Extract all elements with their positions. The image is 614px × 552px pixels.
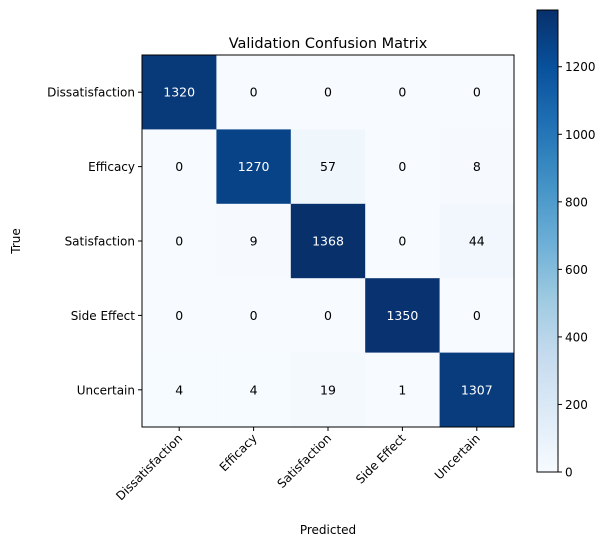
heatmap-cell [142, 278, 217, 354]
colorbar-tick-label: 800 [565, 195, 588, 209]
cell-value-label: 0 [398, 159, 406, 174]
cell-value-label: 1 [398, 382, 406, 397]
heatmap-cell [142, 352, 217, 428]
cell-value-label: 0 [250, 85, 258, 100]
colorbar [536, 9, 559, 473]
cell-value-label: 0 [324, 308, 332, 323]
colorbar-tick-label: 0 [565, 466, 573, 480]
cell-value-label: 8 [473, 159, 481, 174]
y-tick-label: Side Effect [71, 309, 136, 323]
cell-value-label: 0 [175, 308, 183, 323]
x-tick-label: Efficacy [217, 431, 260, 474]
cell-value-label: 4 [175, 382, 183, 397]
cell-value-label: 4 [250, 382, 258, 397]
x-tick-label: Side Effect [353, 431, 409, 487]
cell-value-label: 0 [175, 234, 183, 249]
heatmap-cell [365, 278, 441, 354]
y-axis-label: True [9, 228, 23, 255]
heatmap-cell [216, 129, 292, 205]
y-tick-label: Efficacy [88, 160, 135, 174]
heatmap-cell [290, 203, 366, 279]
cell-value-label: 57 [320, 159, 336, 174]
y-tick-label: Uncertain [77, 383, 135, 397]
cell-value-label: 0 [175, 159, 183, 174]
cell-value-label: 0 [473, 85, 481, 100]
heatmap-cell [216, 278, 292, 354]
heatmap-cell [290, 129, 366, 205]
heatmap-cell [142, 55, 217, 130]
cell-value-label: 1270 [238, 159, 270, 174]
cell-value-label: 9 [250, 234, 258, 249]
y-tick-label: Dissatisfaction [47, 86, 135, 100]
colorbar-tick-label: 200 [565, 398, 588, 412]
x-tick-label: Uncertain [432, 431, 483, 482]
cell-value-label: 1307 [461, 382, 493, 397]
cell-value-label: 1368 [312, 234, 344, 249]
cell-value-label: 0 [324, 85, 332, 100]
colorbar-ticks: 0 200 400 600 800 1000 1200 [558, 60, 596, 480]
x-axis-label: Predicted [300, 523, 356, 537]
cell-value-label: 44 [469, 234, 485, 249]
cell-value-label: 0 [250, 308, 258, 323]
cell-value-label: 0 [473, 308, 481, 323]
heatmap-cell [439, 129, 515, 205]
cell-value-label: 19 [320, 382, 336, 397]
heatmap-cell [439, 278, 515, 354]
heatmap-cell [365, 203, 441, 279]
x-tick-label: Dissatisfaction [113, 431, 185, 503]
heatmap-cell [365, 129, 441, 205]
heatmap-cell [290, 278, 366, 354]
x-axis-ticks: Dissatisfaction Efficacy Satisfaction Side … [113, 427, 483, 503]
heatmap-cell [142, 203, 217, 279]
heatmap-cell [216, 352, 292, 428]
heatmap-cell-labels: 1320 0 0 0 00 1270 57 0 80 9 1368 0 440 0 0 1350 04 4 19 1 1… [163, 85, 492, 398]
colorbar-tick-label: 400 [565, 330, 588, 344]
x-tick-label: Satisfaction [274, 431, 334, 491]
cell-value-label: 0 [398, 85, 406, 100]
heatmap-cell [216, 55, 292, 130]
colorbar-tick-label: 1000 [565, 128, 596, 142]
y-axis-ticks: Dissatisfaction Efficacy Satisfaction Side … [47, 86, 142, 397]
chart-title: Validation Confusion Matrix [229, 36, 428, 52]
y-tick-label: Satisfaction [65, 235, 135, 249]
cell-value-label: 1350 [386, 308, 418, 323]
heatmap-cell [290, 55, 366, 130]
heatmap-cell [439, 352, 515, 428]
heatmap-cell [365, 55, 441, 130]
heatmap-cell [142, 129, 217, 205]
colorbar-tick-label: 600 [565, 263, 588, 277]
heatmap-cell [216, 203, 292, 279]
heatmap-cell [365, 352, 441, 428]
heatmap-cell [439, 55, 515, 130]
heatmap-cell [290, 352, 366, 428]
heatmap-cell [439, 203, 515, 279]
cell-value-label: 0 [398, 234, 406, 249]
cell-value-label: 1320 [163, 85, 195, 100]
heatmap-cells [142, 55, 515, 428]
colorbar-tick-label: 1200 [565, 60, 596, 74]
